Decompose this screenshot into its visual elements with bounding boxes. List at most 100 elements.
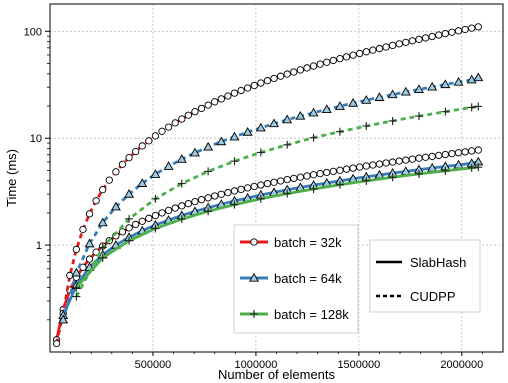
data-point xyxy=(321,104,332,113)
series-cudpp-batch-128k xyxy=(72,102,483,301)
data-point xyxy=(270,74,278,83)
data-point xyxy=(309,62,318,70)
data-point xyxy=(362,162,370,170)
data-point xyxy=(388,173,397,182)
data-point xyxy=(474,23,482,31)
data-point xyxy=(408,155,417,163)
data-point xyxy=(79,225,87,234)
data-point xyxy=(441,29,449,38)
data-point xyxy=(257,79,265,87)
data-point xyxy=(290,174,298,183)
data-point xyxy=(132,147,140,156)
data-point xyxy=(334,101,345,110)
data-point xyxy=(178,202,186,210)
data-point xyxy=(435,31,443,39)
data-point xyxy=(250,182,258,191)
data-point xyxy=(177,215,186,224)
data-point xyxy=(309,133,318,142)
data-point xyxy=(402,38,410,47)
data-point xyxy=(474,163,483,172)
data-point xyxy=(329,167,337,176)
data-point xyxy=(203,141,214,151)
data-point xyxy=(230,157,239,166)
data-point xyxy=(211,98,219,106)
data-point xyxy=(303,172,311,180)
data-point xyxy=(295,110,306,120)
data-point xyxy=(395,40,403,48)
data-point xyxy=(348,97,359,107)
data-point xyxy=(145,137,153,145)
data-point xyxy=(151,194,160,203)
data-point xyxy=(415,35,423,44)
data-point xyxy=(467,163,476,172)
data-point xyxy=(473,72,484,82)
data-point xyxy=(204,167,213,176)
data-point xyxy=(309,171,318,179)
data-point xyxy=(184,200,193,208)
y-tick-label: 100 xyxy=(24,26,42,38)
data-point xyxy=(395,157,403,165)
data-point xyxy=(256,148,265,157)
data-point xyxy=(468,24,476,32)
data-point xyxy=(171,204,179,212)
data-point xyxy=(71,267,82,277)
data-point xyxy=(145,214,153,222)
data-point xyxy=(316,60,324,68)
data-point xyxy=(270,178,278,186)
x-tick-label: 1000000 xyxy=(234,359,277,371)
data-point xyxy=(454,149,463,157)
data-point xyxy=(237,185,245,194)
data-point xyxy=(336,166,344,174)
data-point xyxy=(461,25,469,34)
series-cudpp-batch-64k xyxy=(58,72,484,324)
data-point xyxy=(388,116,397,125)
data-point xyxy=(250,310,258,318)
data-point xyxy=(428,32,436,41)
data-point xyxy=(230,89,239,97)
data-point xyxy=(388,158,397,166)
legend-item-batch: batch = 128k xyxy=(240,307,349,322)
data-point xyxy=(244,184,252,192)
data-point xyxy=(441,107,450,116)
y-axis-label: Time (ms) xyxy=(4,149,19,207)
legend-box-library xyxy=(369,239,481,313)
data-point xyxy=(349,51,357,59)
data-point xyxy=(229,131,240,141)
data-point xyxy=(263,77,272,85)
data-point xyxy=(97,217,108,227)
data-point xyxy=(52,339,61,348)
data-point xyxy=(84,238,95,248)
data-point xyxy=(414,169,423,178)
data-point xyxy=(468,147,476,155)
data-point xyxy=(361,95,372,104)
legend-item-library: SlabHash xyxy=(376,255,466,270)
data-point xyxy=(461,148,469,156)
data-point xyxy=(85,255,94,263)
data-point xyxy=(112,168,120,176)
data-point xyxy=(421,34,430,42)
data-point xyxy=(415,154,423,162)
data-point xyxy=(356,49,364,58)
data-point xyxy=(164,206,173,215)
data-point xyxy=(362,176,371,185)
data-point xyxy=(441,166,450,175)
data-point xyxy=(335,180,344,189)
data-point xyxy=(125,236,134,245)
data-point xyxy=(362,48,370,56)
data-point xyxy=(244,84,252,92)
data-point xyxy=(283,70,291,78)
data-point xyxy=(335,127,344,136)
data-point xyxy=(138,142,146,150)
data-point xyxy=(276,177,285,185)
data-point xyxy=(454,27,463,35)
data-point xyxy=(99,186,107,194)
data-point xyxy=(230,200,239,209)
legend-label: SlabHash xyxy=(410,255,466,270)
data-point xyxy=(382,159,390,167)
data-point xyxy=(151,224,160,233)
data-point xyxy=(362,122,371,131)
data-point xyxy=(375,160,384,168)
data-point xyxy=(125,224,133,232)
data-point xyxy=(98,243,107,252)
data-point xyxy=(453,76,464,86)
